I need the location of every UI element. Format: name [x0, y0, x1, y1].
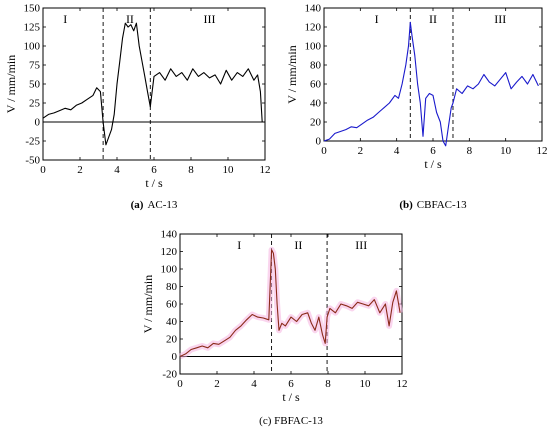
x-tick-label: 8 — [325, 378, 331, 390]
x-tick-label: 10 — [500, 145, 512, 157]
phase-label: I — [237, 238, 241, 252]
x-tick-label: 6 — [151, 164, 157, 176]
chart-caption: (c) FBFAC-13 — [259, 415, 323, 427]
phase-label: II — [126, 12, 134, 26]
y-tick-label: 120 — [305, 22, 322, 34]
phase-label: III — [204, 12, 216, 26]
phase-label: II — [294, 238, 302, 252]
y-tick-label: -25 — [25, 136, 40, 148]
x-tick-label: 4 — [114, 164, 120, 176]
x-tick-label: 4 — [394, 145, 400, 157]
y-tick-label: 80 — [310, 60, 322, 72]
phase-label: I — [375, 12, 379, 26]
x-tick-label: 6 — [288, 378, 294, 390]
y-tick-label: 40 — [166, 316, 178, 328]
x-tick-label: 10 — [223, 164, 235, 176]
caption-text: (c) FBFAC-13 — [259, 415, 323, 427]
series-line — [179, 249, 401, 357]
y-tick-label: 20 — [166, 334, 178, 346]
y-tick-label: 20 — [310, 117, 322, 129]
phase-label: III — [494, 12, 506, 26]
y-tick-label: 100 — [24, 41, 41, 53]
y-tick-label: 150 — [24, 3, 41, 15]
x-tick-label: 2 — [358, 145, 364, 157]
x-tick-label: 12 — [537, 145, 548, 157]
caption-letter: (b) — [399, 199, 413, 211]
phase-label: I — [63, 12, 67, 26]
y-tick-label: -20 — [162, 369, 177, 381]
chart-caption: (a) AC-13 — [131, 199, 178, 211]
x-tick-label: 2 — [214, 378, 220, 390]
y-axis-label: V / mm/min — [4, 55, 18, 113]
y-tick-label: 100 — [161, 264, 178, 276]
y-tick-label: 50 — [29, 79, 41, 91]
x-tick-label: 0 — [40, 164, 46, 176]
phase-label: III — [355, 238, 367, 252]
x-tick-label: 12 — [397, 378, 408, 390]
y-tick-label: 0 — [316, 136, 322, 148]
y-tick-label: 100 — [305, 41, 322, 53]
y-tick-label: 140 — [161, 229, 178, 241]
y-tick-label: -50 — [25, 155, 40, 167]
caption-text: AC-13 — [147, 199, 177, 211]
x-axis-label: t / s — [424, 157, 442, 171]
series-halo — [178, 246, 404, 360]
y-tick-label: 60 — [166, 299, 178, 311]
caption-letter: (a) — [131, 199, 144, 211]
y-tick-label: 120 — [161, 246, 178, 258]
x-tick-label: 2 — [77, 164, 83, 176]
y-tick-label: 125 — [24, 22, 41, 34]
series-line — [42, 22, 263, 146]
y-tick-label: 40 — [310, 98, 322, 110]
x-tick-label: 6 — [430, 145, 436, 157]
x-tick-label: 4 — [251, 378, 257, 390]
y-tick-label: 60 — [310, 79, 322, 91]
x-tick-label: 8 — [467, 145, 473, 157]
phase-label: II — [429, 12, 437, 26]
x-axis-label: t / s — [282, 390, 300, 404]
y-tick-label: 0 — [172, 351, 178, 363]
x-tick-label: 0 — [177, 378, 183, 390]
y-tick-label: 0 — [35, 117, 41, 129]
y-axis-label: V / mm/min — [285, 45, 299, 103]
x-tick-label: 8 — [188, 164, 194, 176]
x-tick-label: 12 — [260, 164, 271, 176]
x-axis-label: t / s — [145, 176, 163, 190]
y-tick-label: 80 — [166, 281, 178, 293]
plot-frame — [42, 7, 266, 161]
y-tick-label: 140 — [305, 3, 322, 15]
plot-frame — [323, 7, 543, 142]
series-line — [323, 21, 539, 147]
x-tick-label: 10 — [360, 378, 372, 390]
x-tick-label: 0 — [321, 145, 327, 157]
y-tick-label: 25 — [29, 98, 41, 110]
y-axis-label: V / mm/min — [141, 275, 155, 333]
chart-caption: (b) CBFAC-13 — [399, 199, 467, 211]
caption-text: CBFAC-13 — [417, 199, 467, 211]
y-tick-label: 75 — [29, 60, 41, 72]
